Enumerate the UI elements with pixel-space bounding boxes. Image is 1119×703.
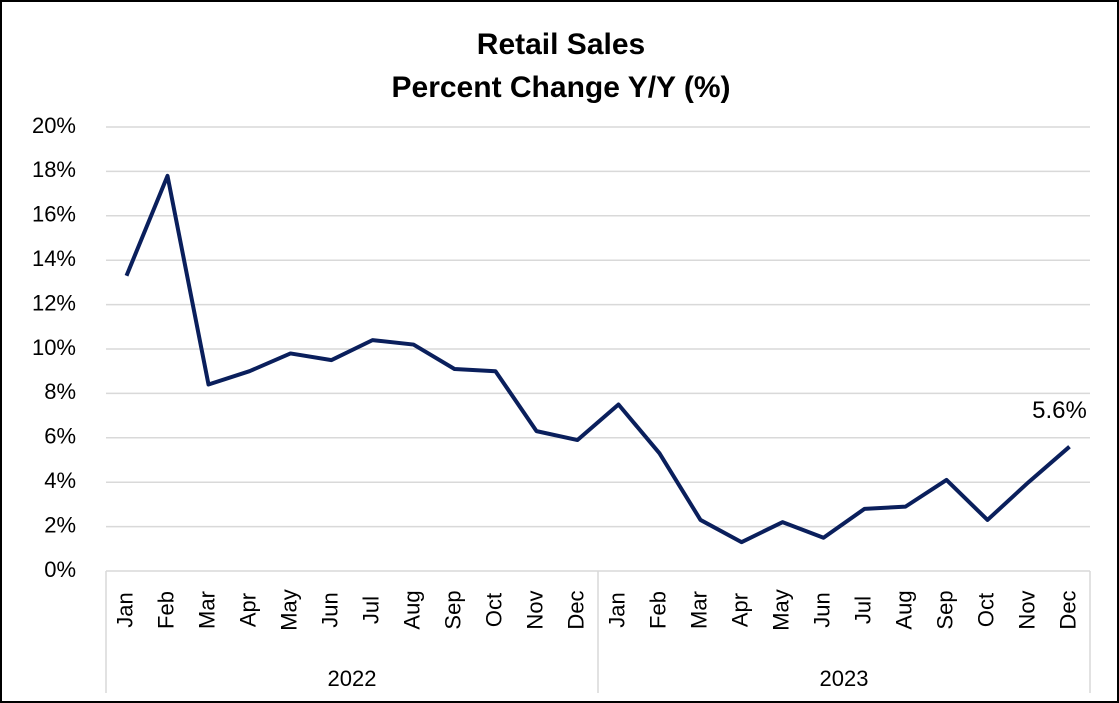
x-tick-label: May [768, 589, 793, 631]
x-tick-label: Dec [1055, 590, 1080, 629]
chart-subtitle: Percent Change Y/Y (%) [392, 71, 731, 104]
y-tick-label: 18% [32, 157, 76, 182]
x-tick-label: Sep [440, 590, 465, 629]
x-tick-label: Apr [727, 593, 752, 627]
x-tick-label: Nov [522, 590, 547, 629]
y-tick-label: 8% [44, 379, 76, 404]
x-tick-label: Aug [891, 590, 916, 629]
group-label: 2022 [328, 666, 377, 691]
x-tick-label: Apr [235, 593, 260, 627]
y-tick-label: 4% [44, 468, 76, 493]
x-tick-label: Dec [563, 590, 588, 629]
group-label: 2023 [820, 666, 869, 691]
y-tick-label: 20% [32, 113, 76, 138]
x-tick-label: Oct [973, 593, 998, 627]
x-tick-label: Jun [809, 592, 834, 627]
x-tick-label: Jun [317, 592, 342, 627]
x-tick-label: Aug [399, 590, 424, 629]
line-series [124, 173, 1071, 545]
x-tick-label: Jan [112, 592, 137, 627]
x-tick-label: Nov [1014, 590, 1039, 629]
x-tick-label: May [276, 589, 301, 631]
x-tick-label: Oct [481, 593, 506, 627]
y-tick-label: 6% [44, 424, 76, 449]
x-tick-label: Feb [645, 591, 670, 629]
x-tick-label: Jan [604, 592, 629, 627]
y-tick-label: 0% [44, 557, 76, 582]
x-tick-label: Jul [358, 596, 383, 624]
x-tick-label: Jul [850, 596, 875, 624]
y-tick-label: 10% [32, 335, 76, 360]
chart-title: Retail Sales [477, 28, 645, 61]
x-tick-label: Mar [194, 591, 219, 629]
x-tick-label: Feb [153, 591, 178, 629]
y-tick-label: 14% [32, 246, 76, 271]
y-tick-label: 16% [32, 202, 76, 227]
y-tick-label: 12% [32, 290, 76, 315]
x-tick-label: Mar [686, 591, 711, 629]
x-tick-label: Sep [932, 590, 957, 629]
y-tick-label: 2% [44, 512, 76, 537]
data-label: 5.6% [1032, 397, 1087, 424]
